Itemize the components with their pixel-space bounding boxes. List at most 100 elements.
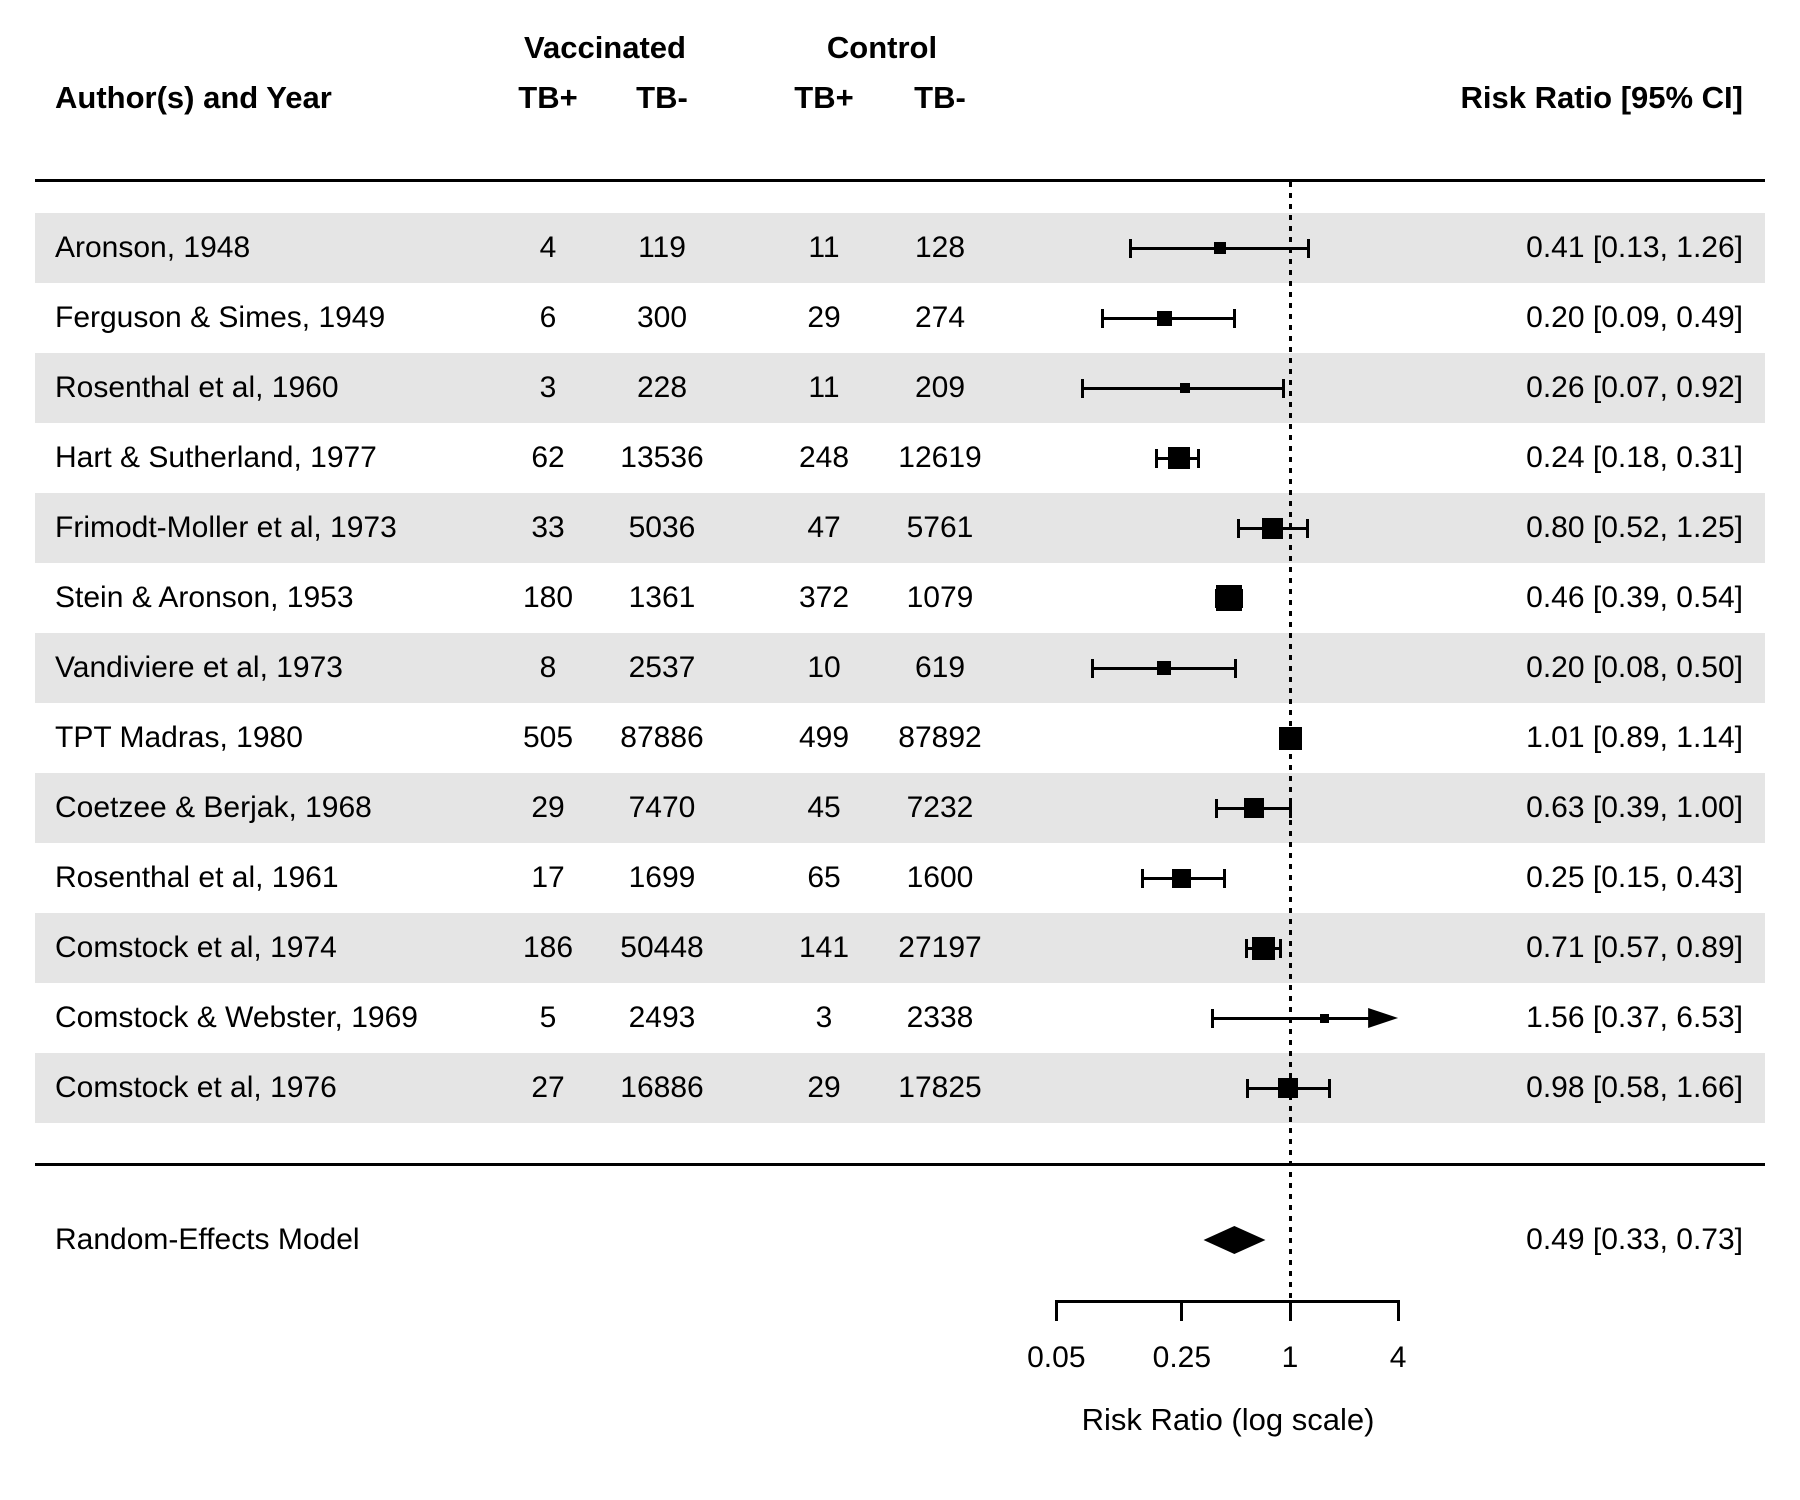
study-author: Hart & Sutherland, 1977	[55, 441, 377, 474]
point-estimate-square	[1216, 585, 1243, 611]
risk-ratio-value: 0.26 [0.07, 0.92]	[1526, 371, 1743, 404]
ci-cap-low	[1215, 798, 1219, 818]
vaccinated-tbpos-value: 17	[531, 861, 565, 894]
x-axis-tick	[1396, 1300, 1400, 1321]
study-author: Aronson, 1948	[55, 231, 251, 264]
study-author: TPT Madras, 1980	[55, 721, 303, 754]
vaccinated-tbpos-value: 6	[539, 301, 557, 334]
ci-cap-high	[1328, 1078, 1332, 1098]
control-tbneg-value: 128	[914, 231, 966, 264]
study-author: Frimodt-Moller et al, 1973	[55, 511, 397, 544]
control-tbneg-value: 7232	[906, 791, 974, 824]
summary-label: Random-Effects Model	[55, 1223, 360, 1256]
control-tbpos-value: 372	[798, 581, 850, 614]
ci-cap-high	[1222, 868, 1226, 888]
point-estimate-square	[1172, 868, 1192, 888]
row-band	[35, 1053, 1765, 1123]
control-tbpos-value: 11	[808, 231, 840, 264]
column-header-vacc-tbpos: TB+	[518, 80, 578, 115]
header-rule	[35, 179, 1765, 182]
risk-ratio-value: 0.25 [0.15, 0.43]	[1526, 861, 1743, 894]
vaccinated-tbneg-value: 300	[636, 301, 688, 334]
risk-ratio-value: 0.63 [0.39, 1.00]	[1526, 791, 1743, 824]
vaccinated-tbpos-value: 180	[522, 581, 574, 614]
control-tbneg-value: 1079	[906, 581, 974, 614]
control-tbneg-value: 12619	[898, 441, 982, 474]
ci-cap-low	[1129, 238, 1133, 258]
ci-cap-low	[1210, 1008, 1214, 1028]
control-tbpos-value: 10	[807, 651, 841, 684]
control-tbpos-value: 65	[807, 861, 841, 894]
vaccinated-tbpos-value: 5	[539, 1001, 557, 1034]
vaccinated-tbpos-value: 62	[531, 441, 565, 474]
reference-line	[1289, 182, 1292, 1300]
point-estimate-square	[1214, 242, 1227, 254]
vaccinated-tbneg-value: 7470	[628, 791, 696, 824]
control-tbneg-value: 619	[914, 651, 966, 684]
ci-cap-low	[1237, 518, 1241, 538]
vaccinated-tbpos-value: 505	[522, 721, 574, 754]
ci-cap-high	[1234, 658, 1238, 678]
vaccinated-tbpos-value: 4	[539, 231, 557, 264]
point-estimate-square	[1320, 1013, 1330, 1023]
point-estimate-square	[1179, 383, 1190, 393]
column-header-risk-ratio: Risk Ratio [95% CI]	[1460, 80, 1743, 115]
risk-ratio-value: 0.41 [0.13, 1.26]	[1526, 231, 1743, 264]
row-band	[35, 773, 1765, 843]
point-estimate-square	[1157, 661, 1172, 675]
x-axis-line	[1056, 1300, 1400, 1303]
vaccinated-tbpos-value: 8	[539, 651, 557, 684]
study-author: Rosenthal et al, 1961	[55, 861, 339, 894]
control-tbneg-value: 27197	[898, 931, 982, 964]
summary-rule	[35, 1163, 1765, 1166]
control-tbpos-value: 248	[798, 441, 850, 474]
column-header-author: Author(s) and Year	[55, 80, 332, 115]
control-tbneg-value: 17825	[898, 1071, 982, 1104]
control-tbpos-value: 29	[807, 1071, 841, 1104]
vaccinated-tbneg-value: 13536	[620, 441, 704, 474]
column-header-vacc-tbneg: TB-	[636, 80, 688, 115]
row-band	[35, 353, 1765, 423]
vaccinated-tbneg-value: 5036	[628, 511, 696, 544]
risk-ratio-value: 0.71 [0.57, 0.89]	[1526, 931, 1743, 964]
risk-ratio-value: 0.98 [0.58, 1.66]	[1526, 1071, 1743, 1104]
ci-cap-high	[1306, 238, 1310, 258]
control-tbneg-value: 2338	[906, 1001, 974, 1034]
control-tbpos-value: 47	[807, 511, 841, 544]
control-tbpos-value: 11	[808, 371, 840, 404]
ci-cap-low	[1244, 938, 1248, 958]
vaccinated-tbpos-value: 27	[531, 1071, 565, 1104]
risk-ratio-value: 0.20 [0.09, 0.49]	[1526, 301, 1743, 334]
risk-ratio-value: 1.56 [0.37, 6.53]	[1526, 1001, 1743, 1034]
x-axis-tick	[1180, 1300, 1184, 1321]
ci-cap-high	[1232, 308, 1236, 328]
vaccinated-tbneg-value: 1699	[628, 861, 696, 894]
x-axis-tick	[1054, 1300, 1058, 1321]
control-tbpos-value: 141	[798, 931, 850, 964]
study-author: Vandiviere et al, 1973	[55, 651, 343, 684]
ci-cap-high	[1281, 378, 1285, 398]
risk-ratio-value: 1.01 [0.89, 1.14]	[1526, 721, 1743, 754]
row-band	[35, 633, 1765, 703]
risk-ratio-value: 0.46 [0.39, 0.54]	[1526, 581, 1743, 614]
column-header-ctrl-tbneg: TB-	[914, 80, 966, 115]
control-tbneg-value: 274	[914, 301, 966, 334]
control-tbneg-value: 1600	[906, 861, 974, 894]
study-author: Stein & Aronson, 1953	[55, 581, 354, 614]
column-header-ctrl-tbpos: TB+	[794, 80, 854, 115]
vaccinated-tbpos-value: 186	[522, 931, 574, 964]
x-axis-tick-label: 1	[1281, 1341, 1299, 1374]
vaccinated-tbpos-value: 29	[531, 791, 565, 824]
study-author: Ferguson & Simes, 1949	[55, 301, 386, 334]
vaccinated-tbneg-value: 1361	[628, 581, 696, 614]
vaccinated-tbneg-value: 119	[638, 231, 686, 264]
vaccinated-tbneg-value: 50448	[620, 931, 704, 964]
vaccinated-tbneg-value: 87886	[620, 721, 704, 754]
point-estimate-square	[1251, 936, 1275, 960]
study-author: Coetzee & Berjak, 1968	[55, 791, 372, 824]
summary-estimate: 0.49 [0.33, 0.73]	[1526, 1223, 1743, 1256]
ci-cap-low	[1081, 378, 1085, 398]
vaccinated-tbpos-value: 3	[539, 371, 557, 404]
